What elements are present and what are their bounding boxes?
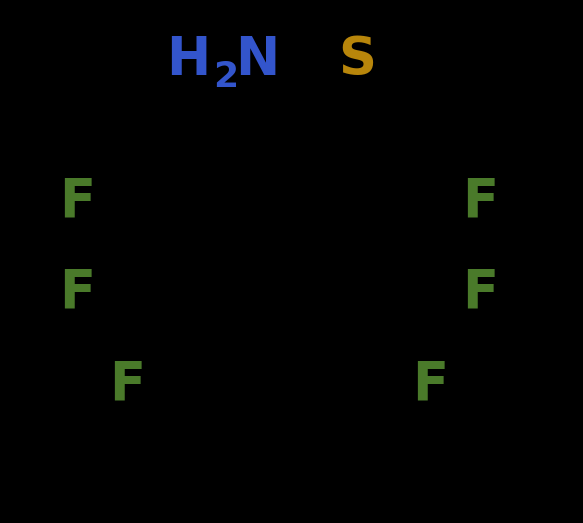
Text: F: F: [462, 267, 498, 319]
Text: F: F: [59, 267, 95, 319]
Text: N: N: [236, 34, 280, 86]
Text: F: F: [412, 358, 448, 411]
Text: H: H: [166, 34, 210, 86]
Text: 2: 2: [213, 60, 238, 94]
Text: F: F: [59, 175, 95, 228]
Text: S: S: [338, 34, 376, 86]
Text: F: F: [109, 358, 145, 411]
Text: F: F: [462, 175, 498, 228]
